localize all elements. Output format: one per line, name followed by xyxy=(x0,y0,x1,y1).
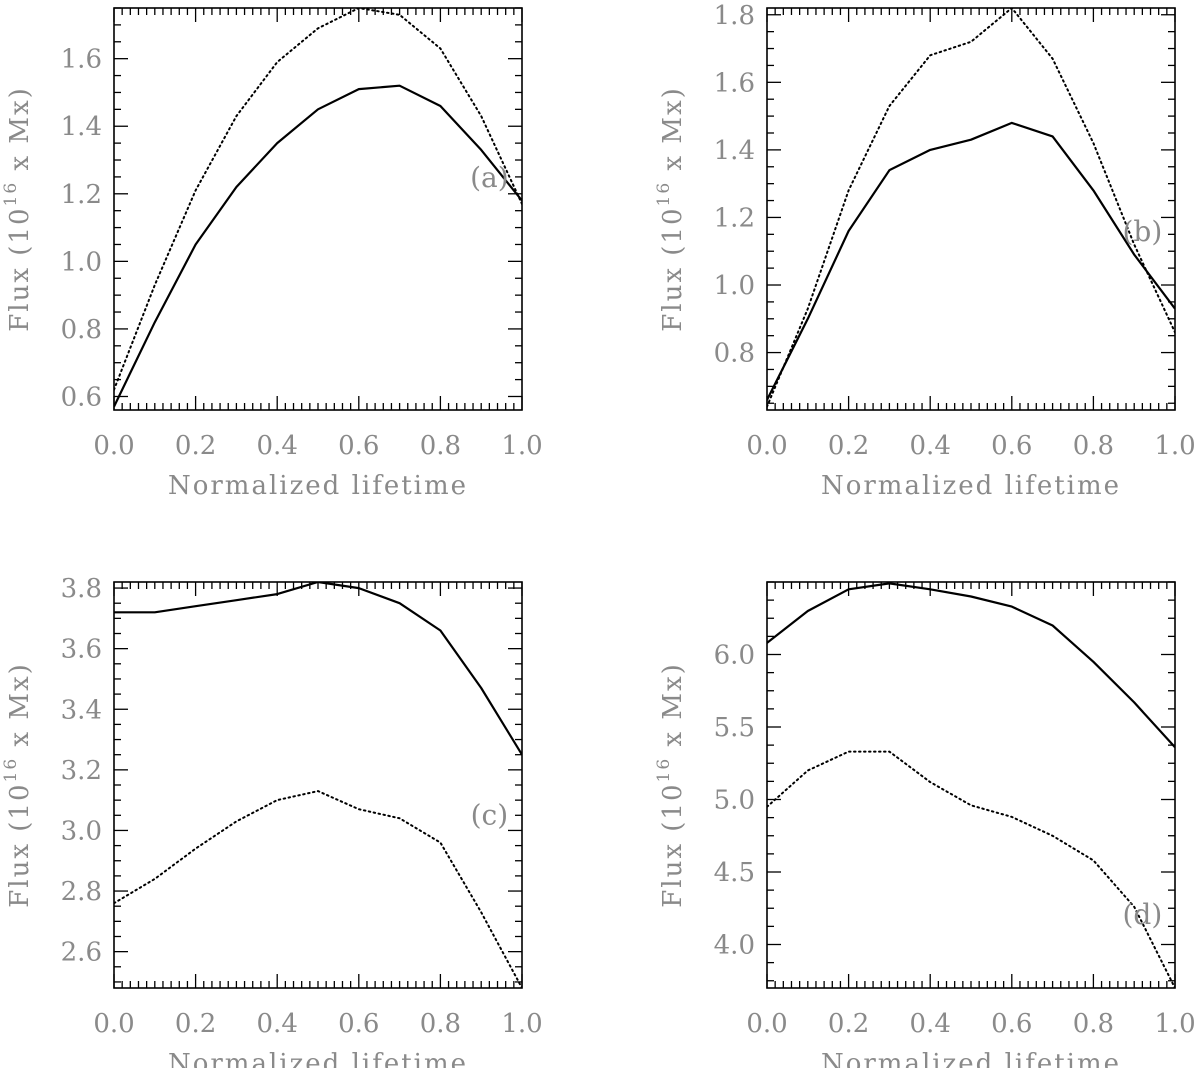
x-tick-label: 0.2 xyxy=(828,431,869,461)
solid-series-line xyxy=(767,121,1175,401)
y-axis-title-unit: x Mx) xyxy=(5,662,35,757)
x-tick-label: 0.2 xyxy=(828,1009,869,1039)
x-tick-label: 0.4 xyxy=(257,431,298,461)
plot-frame xyxy=(766,581,1176,989)
y-tick-label: 0.8 xyxy=(714,339,755,369)
y-axis-title: Flux (1016 x Mx) xyxy=(654,662,688,908)
solid-series-line xyxy=(767,582,1175,749)
y-axis-title-exponent: 16 xyxy=(654,181,674,207)
y-tick-label: 3.0 xyxy=(61,816,102,846)
y-axis-title-unit: x Mx) xyxy=(5,86,35,181)
x-tick-label: 1.0 xyxy=(501,1009,542,1039)
x-axis-title: Normalized lifetime xyxy=(821,471,1121,501)
panel-label: (b) xyxy=(1122,215,1162,248)
y-tick-label: 3.6 xyxy=(61,635,102,665)
x-tick-label: 0.4 xyxy=(910,1009,951,1039)
panel-label: (d) xyxy=(1122,898,1162,931)
panel-label: (c) xyxy=(471,798,509,831)
x-tick-label: 0.6 xyxy=(991,1009,1032,1039)
plot-frame xyxy=(113,7,523,411)
y-axis-title: Flux (1016 x Mx) xyxy=(1,662,35,908)
x-tick-label: 0.8 xyxy=(1073,1009,1114,1039)
x-tick-label: 1.0 xyxy=(1154,1009,1195,1039)
y-tick-label: 3.4 xyxy=(61,695,102,725)
plot-frame xyxy=(766,7,1176,411)
y-tick-label: 1.6 xyxy=(714,68,755,98)
x-tick-label: 0.0 xyxy=(93,431,134,461)
y-tick-label: 1.6 xyxy=(61,45,102,75)
y-axis-title: Flux (1016 x Mx) xyxy=(654,86,688,332)
panel-c: 0.0 0.2 0.4 0.6 0.8 1.0 2.6 2.8 3.0 3.2 3.4 3.6 3.8 N… xyxy=(1,574,543,1068)
dotted-series-line xyxy=(114,790,522,988)
y-tick-label: 4.0 xyxy=(714,931,755,961)
y-tick-label: 2.8 xyxy=(61,877,102,907)
y-tick-label: 1.4 xyxy=(714,136,755,166)
y-tick-label: 2.6 xyxy=(61,938,102,968)
panel-a: 0.0 0.2 0.4 0.6 0.8 1.0 0.6 0.8 1.0 1.2 1.4 1.6 Norm… xyxy=(1,7,543,501)
solid-series-line xyxy=(114,84,522,408)
x-tick-label: 0.4 xyxy=(910,431,951,461)
x-tick-label: 0.8 xyxy=(1073,431,1114,461)
x-tick-label: 0.2 xyxy=(175,1009,216,1039)
y-axis-title-base: Flux (10 xyxy=(5,783,35,908)
y-tick-label: 0.6 xyxy=(61,382,102,412)
y-tick-label: 5.5 xyxy=(714,713,755,743)
plot-frame xyxy=(113,581,523,989)
y-axis-title-exponent: 16 xyxy=(654,757,674,783)
x-tick-label: 1.0 xyxy=(1154,431,1195,461)
x-tick-label: 1.0 xyxy=(501,431,542,461)
y-axis-title-base: Flux (10 xyxy=(658,783,688,908)
x-tick-label: 0.8 xyxy=(420,1009,461,1039)
x-axis-title: Normalized lifetime xyxy=(821,1049,1121,1068)
y-tick-label: 3.2 xyxy=(61,756,102,786)
y-tick-label: 4.5 xyxy=(714,858,755,888)
panel-d: 0.0 0.2 0.4 0.6 0.8 1.0 4.0 4.5 5.0 5.5 6.0 Normali… xyxy=(654,581,1196,1068)
y-tick-label: 1.0 xyxy=(61,247,102,277)
y-tick-label: 3.8 xyxy=(61,574,102,604)
y-tick-label: 1.2 xyxy=(714,203,755,233)
x-tick-label: 0.2 xyxy=(175,431,216,461)
x-tick-label: 0.6 xyxy=(338,1009,379,1039)
y-tick-label: 0.8 xyxy=(61,315,102,345)
panel-label: (a) xyxy=(470,161,509,194)
panel-b: 0.0 0.2 0.4 0.6 0.8 1.0 0.8 1.0 1.2 1.4 1.6 1.8 Norm… xyxy=(654,1,1196,501)
solid-series-line xyxy=(114,582,522,756)
x-tick-label: 0.0 xyxy=(746,431,787,461)
y-axis-title-base: Flux (10 xyxy=(658,207,688,332)
dotted-series-line xyxy=(114,8,522,391)
y-axis-title-exponent: 16 xyxy=(1,757,21,783)
y-axis-title: Flux (1016 x Mx) xyxy=(1,86,35,332)
x-tick-label: 0.6 xyxy=(338,431,379,461)
x-tick-label: 0.0 xyxy=(746,1009,787,1039)
dotted-series-line xyxy=(767,750,1175,988)
dotted-series-line xyxy=(767,8,1175,408)
y-axis-title-unit: x Mx) xyxy=(658,662,688,757)
y-tick-label: 6.0 xyxy=(714,641,755,671)
y-tick-label: 1.8 xyxy=(714,1,755,31)
x-axis-title: Normalized lifetime xyxy=(168,471,468,501)
x-axis-title: Normalized lifetime xyxy=(168,1049,468,1068)
x-tick-label: 0.8 xyxy=(420,431,461,461)
y-tick-label: 1.2 xyxy=(61,180,102,210)
y-axis-title-base: Flux (10 xyxy=(5,207,35,332)
x-tick-label: 0.4 xyxy=(257,1009,298,1039)
x-tick-label: 0.0 xyxy=(93,1009,134,1039)
y-tick-label: 1.0 xyxy=(714,271,755,301)
y-axis-title-exponent: 16 xyxy=(1,181,21,207)
y-tick-label: 1.4 xyxy=(61,112,102,142)
x-tick-label: 0.6 xyxy=(991,431,1032,461)
y-tick-label: 5.0 xyxy=(714,786,755,816)
y-axis-title-unit: x Mx) xyxy=(658,86,688,181)
